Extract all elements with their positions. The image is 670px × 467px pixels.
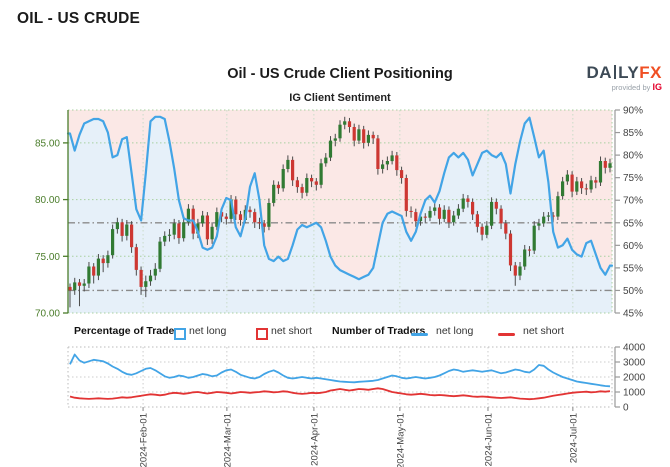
legend-net-short-pct: net short — [271, 325, 312, 337]
svg-text:75%: 75% — [623, 173, 643, 184]
svg-text:45%: 45% — [623, 309, 643, 320]
net-short-square-icon — [256, 328, 268, 340]
svg-text:55%: 55% — [623, 263, 643, 274]
net-long-square-icon — [174, 328, 186, 340]
svg-text:2024-Apr-01: 2024-Apr-01 — [309, 413, 320, 466]
svg-text:3000: 3000 — [623, 358, 646, 369]
svg-text:90%: 90% — [623, 106, 643, 117]
legend-percentage-title: Percentage of Traders — [74, 325, 185, 337]
svg-text:50%: 50% — [623, 286, 643, 297]
net-short-line-icon — [498, 333, 515, 336]
svg-text:1000: 1000 — [623, 388, 646, 399]
svg-text:85%: 85% — [623, 128, 643, 139]
dailyfx-wordmark: DA LYFX — [586, 63, 662, 82]
svg-text:2024-May-01: 2024-May-01 — [395, 413, 406, 467]
dailyfx-logo: DA LYFX provided by IG — [532, 64, 662, 92]
legend-net-long-pct: net long — [189, 325, 227, 337]
svg-text:65%: 65% — [623, 218, 643, 229]
svg-text:85.00: 85.00 — [35, 138, 60, 149]
chart-subtitle: IG Client Sentiment — [289, 92, 391, 104]
logo-bar-icon — [614, 65, 617, 79]
svg-text:0: 0 — [623, 403, 629, 414]
legend-number-title: Number of Traders — [332, 325, 426, 337]
svg-text:2024-Jul-01: 2024-Jul-01 — [568, 413, 579, 463]
legend-net-long-count: net long — [436, 325, 474, 337]
svg-text:70.00: 70.00 — [35, 309, 60, 320]
svg-text:80%: 80% — [623, 151, 643, 162]
page-title: OIL - US CRUDE — [17, 10, 141, 27]
svg-text:2024-Jun-01: 2024-Jun-01 — [483, 413, 494, 466]
svg-text:2024-Feb-01: 2024-Feb-01 — [139, 413, 150, 467]
svg-text:2000: 2000 — [623, 373, 646, 384]
svg-text:60%: 60% — [623, 241, 643, 252]
logo-tagline: provided by IG — [611, 82, 662, 92]
legend-net-short-count: net short — [523, 325, 564, 337]
svg-text:2024-Mar-01: 2024-Mar-01 — [222, 413, 233, 467]
svg-text:75.00: 75.00 — [35, 252, 60, 263]
svg-text:80.00: 80.00 — [35, 195, 60, 206]
svg-text:4000: 4000 — [623, 343, 646, 354]
chart-legend: Percentage of Traders net long net short… — [68, 325, 612, 344]
net-long-line-icon — [411, 333, 428, 336]
svg-text:70%: 70% — [623, 196, 643, 207]
chart-title: Oil - US Crude Client Positioning — [227, 66, 453, 82]
ig-brand: IG — [652, 82, 662, 92]
